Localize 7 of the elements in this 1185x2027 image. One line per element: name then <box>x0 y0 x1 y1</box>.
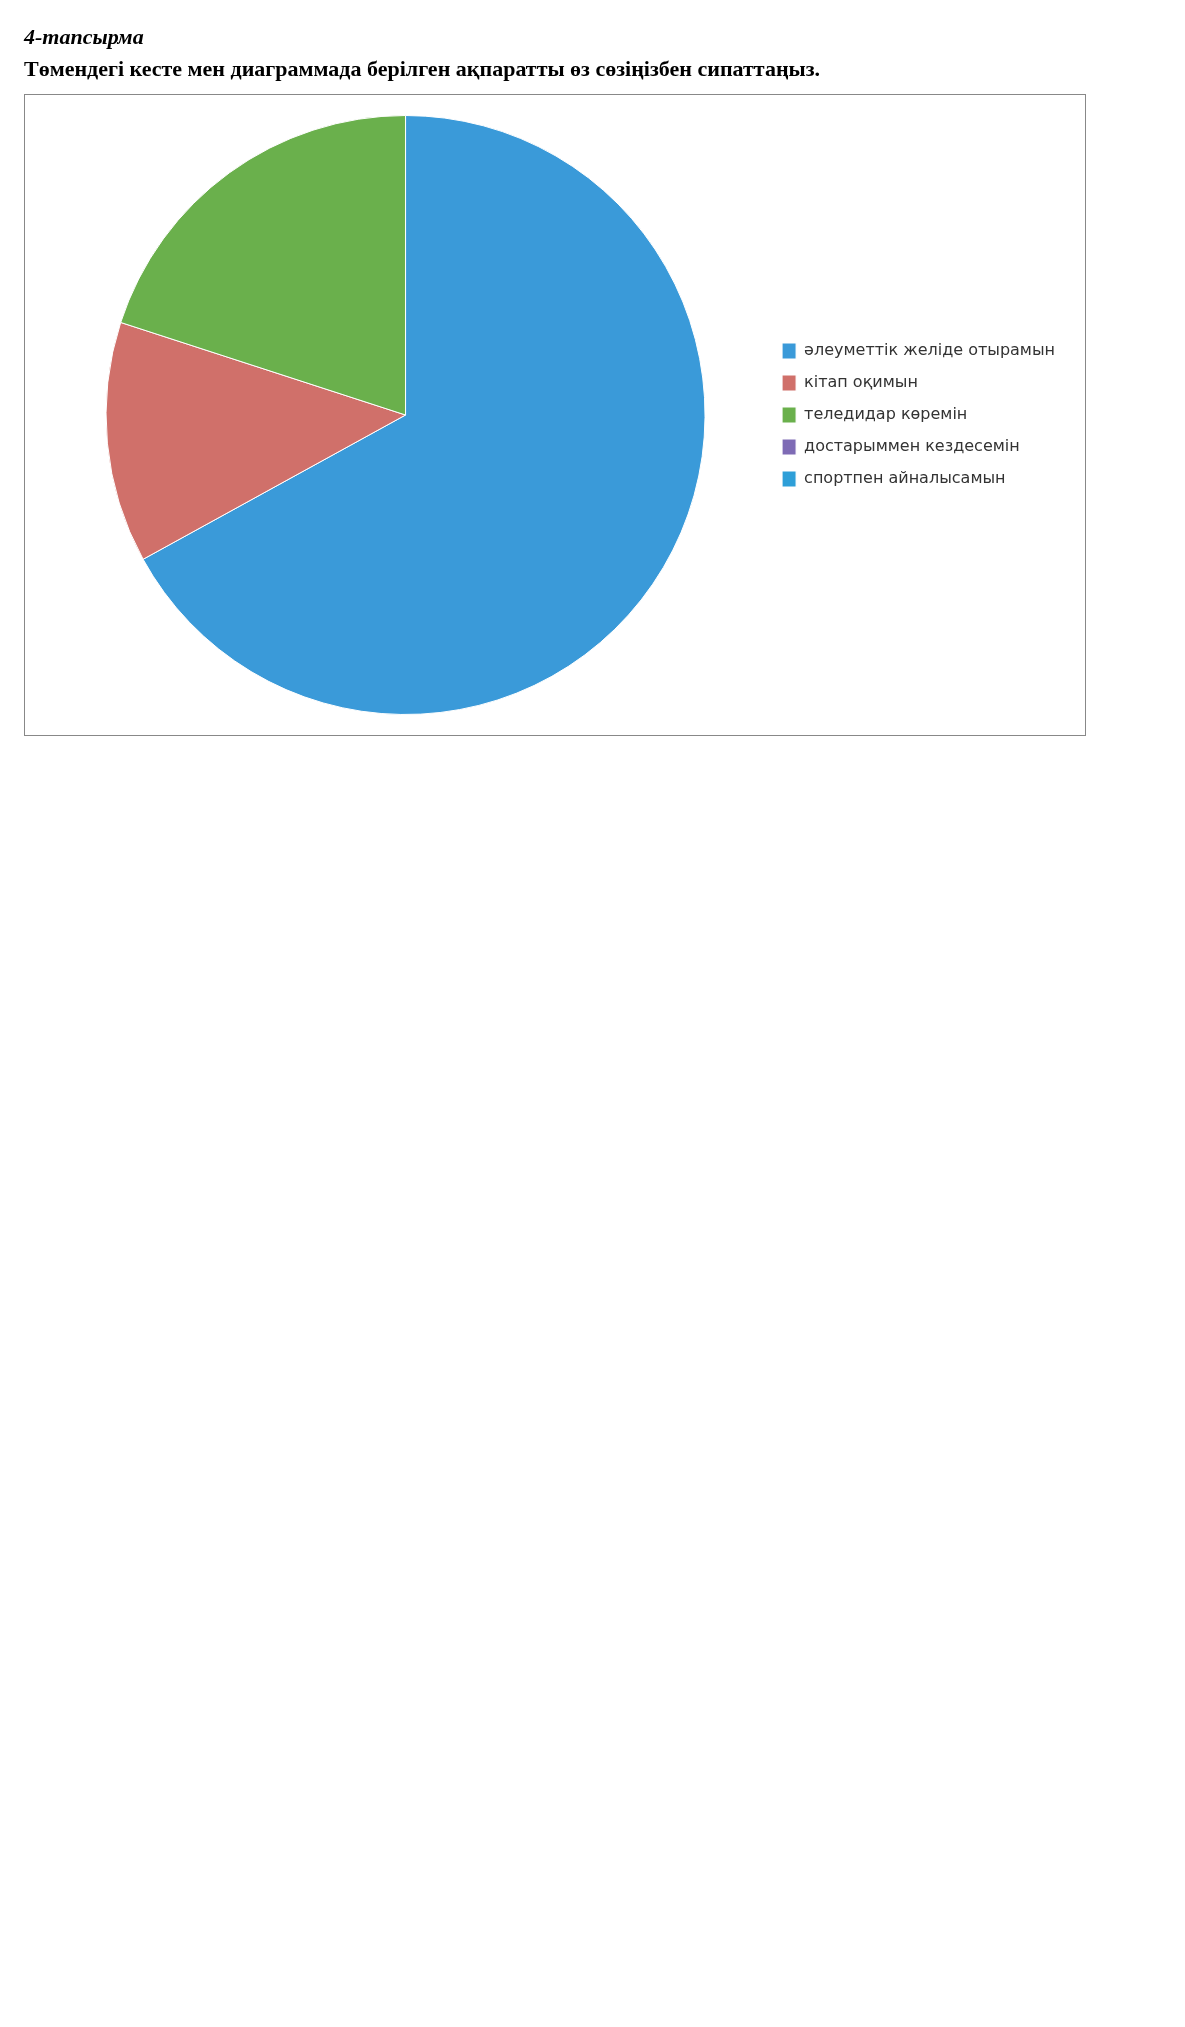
legend-label: әлеуметтік желіде отырамын <box>804 340 1055 360</box>
chart-title: 4-тапсырма <box>24 24 145 50</box>
legend-label: достарыммен кездесемін <box>804 436 1020 456</box>
legend-label: теледидар көремін <box>804 404 968 424</box>
chart-subtitle: Төмендегі кесте мен диаграммада берілген ақпаратты өз сөзіңізбен сипаттаңыз. <box>24 56 822 82</box>
legend-label: кітап оқимын <box>804 372 918 392</box>
legend-label: спортпен айналысамын <box>804 468 1006 488</box>
